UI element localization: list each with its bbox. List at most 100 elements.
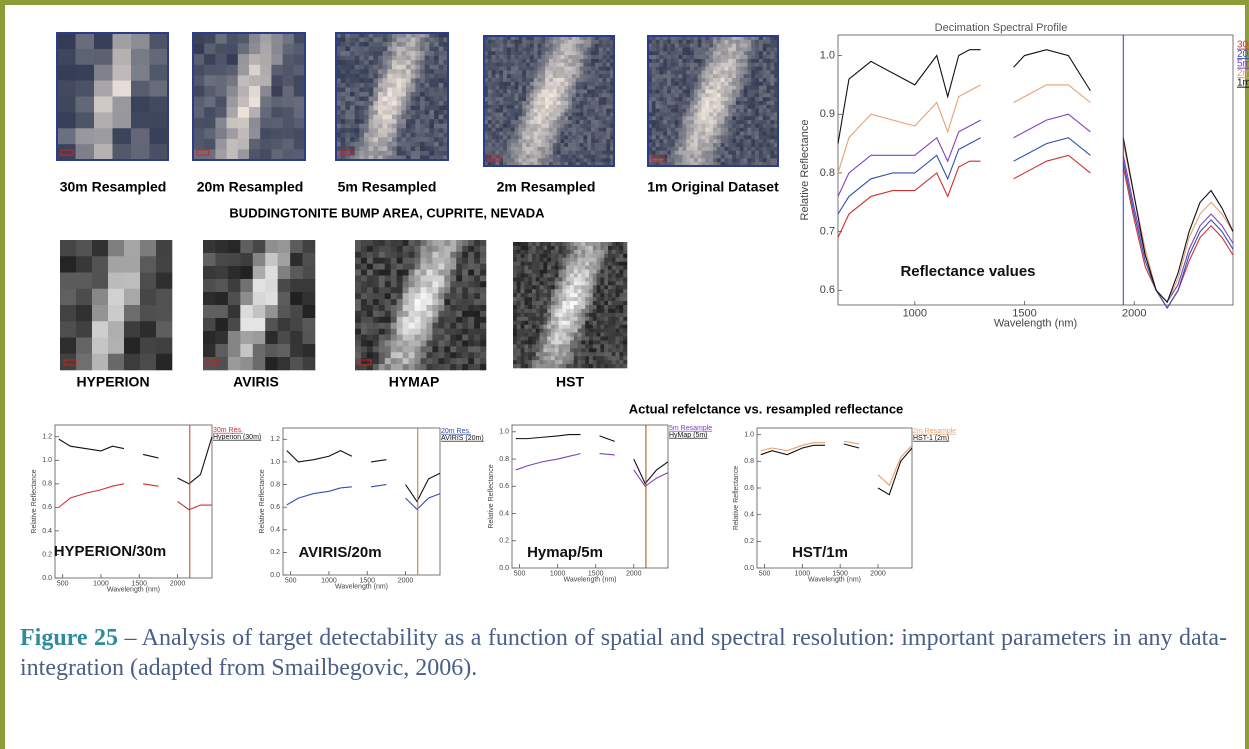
thumb-pixel bbox=[619, 340, 623, 344]
thumb-pixel bbox=[518, 86, 522, 90]
thumb-pixel bbox=[391, 311, 397, 317]
thumb-pixel bbox=[564, 105, 568, 109]
thumb-pixel bbox=[717, 128, 721, 132]
thumb-pixel bbox=[488, 44, 492, 48]
thumb-pixel bbox=[203, 253, 216, 266]
thumb-pixel bbox=[76, 81, 95, 97]
thumb-pixel bbox=[364, 97, 369, 102]
thumb-pixel bbox=[560, 78, 564, 82]
thumb-pixel bbox=[249, 86, 261, 97]
thumb-pixel bbox=[675, 93, 679, 97]
thumb-pixel bbox=[576, 78, 580, 82]
thumb-pixel bbox=[671, 124, 675, 128]
thumb-pixel bbox=[341, 142, 346, 147]
thumb-pixel bbox=[589, 325, 593, 329]
thumb-pixel bbox=[736, 47, 740, 51]
thumb-pixel bbox=[721, 128, 725, 132]
thumb-pixel bbox=[409, 299, 415, 305]
thumb-pixel bbox=[595, 47, 599, 51]
thumb-pixel bbox=[474, 275, 480, 281]
thumb-pixel bbox=[57, 112, 76, 128]
thumb-pixel bbox=[528, 297, 532, 301]
thumb-pixel bbox=[652, 86, 656, 90]
thumb-pixel bbox=[367, 299, 373, 305]
thumb-pixel bbox=[391, 329, 397, 335]
thumb-pixel bbox=[131, 81, 150, 97]
thumb-pixel bbox=[378, 151, 383, 156]
thumb-pixel bbox=[238, 75, 250, 86]
thumb-pixel bbox=[432, 346, 438, 352]
thumb-pixel bbox=[612, 325, 616, 329]
thumb-pixel bbox=[547, 274, 551, 278]
thumb-pixel bbox=[705, 67, 709, 71]
thumb-pixel bbox=[751, 78, 755, 82]
thumb-pixel bbox=[536, 254, 540, 258]
thumb-pixel bbox=[580, 158, 584, 162]
thumb-pixel bbox=[60, 321, 76, 338]
thumb-pixel bbox=[511, 55, 515, 59]
thumb-pixel bbox=[763, 112, 767, 116]
thumb-pixel bbox=[303, 266, 316, 279]
thumb-pixel bbox=[717, 151, 721, 155]
thumb-pixel bbox=[747, 63, 751, 67]
thumb-pixel bbox=[604, 301, 608, 305]
thumb-pixel bbox=[562, 313, 566, 317]
thumb-pixel bbox=[560, 132, 564, 136]
thumb-pixel bbox=[392, 78, 397, 83]
thumb-pixel bbox=[92, 321, 108, 338]
thumb-pixel bbox=[755, 78, 759, 82]
thumb-pixel bbox=[373, 101, 378, 106]
thumb-pixel bbox=[576, 51, 580, 55]
thumb-pixel bbox=[415, 151, 420, 156]
thumb-pixel bbox=[540, 250, 544, 254]
thumb-pixel bbox=[515, 93, 519, 97]
thumb-pixel bbox=[385, 252, 391, 258]
thumb-pixel bbox=[597, 277, 601, 281]
thumb-pixel bbox=[751, 44, 755, 48]
thumb-pixel bbox=[593, 348, 597, 352]
thumb-pixel bbox=[411, 151, 416, 156]
thumb-pixel bbox=[439, 110, 444, 115]
thumb-pixel bbox=[713, 109, 717, 113]
thumb-pixel bbox=[238, 128, 250, 139]
thumb-pixel bbox=[713, 116, 717, 120]
thumb-pixel bbox=[587, 132, 591, 136]
thumb-pixel bbox=[545, 132, 549, 136]
thumb-pixel bbox=[659, 132, 663, 136]
thumb-pixel bbox=[581, 254, 585, 258]
thumb-pixel bbox=[373, 246, 379, 252]
thumb-pixel bbox=[559, 262, 563, 266]
thumb-pixel bbox=[283, 44, 295, 55]
thumb-pixel bbox=[369, 65, 374, 70]
thumb-pixel bbox=[585, 360, 589, 364]
thumb-pixel bbox=[671, 147, 675, 151]
thumb-pixel bbox=[517, 321, 521, 325]
thumb-pixel bbox=[532, 340, 536, 344]
y-tick-label: 0.9 bbox=[820, 108, 835, 120]
thumb-pixel bbox=[543, 344, 547, 348]
thumb-pixel bbox=[732, 139, 736, 143]
thumb-pixel bbox=[740, 120, 744, 124]
thumb-pixel bbox=[587, 63, 591, 67]
thumb-pixel bbox=[659, 55, 663, 59]
thumb-pixel bbox=[616, 285, 620, 289]
thumb-pixel bbox=[566, 254, 570, 258]
thumb-pixel bbox=[530, 51, 534, 55]
thumb-pixel bbox=[415, 69, 420, 74]
thumb-pixel bbox=[667, 120, 671, 124]
thumb-pixel bbox=[383, 56, 388, 61]
thumb-pixel bbox=[249, 44, 261, 55]
thumb-pixel bbox=[140, 273, 156, 290]
thumb-pixel bbox=[682, 101, 686, 105]
thumb-pixel bbox=[587, 90, 591, 94]
thumb-pixel bbox=[526, 124, 530, 128]
thumb-pixel bbox=[619, 254, 623, 258]
thumb-pixel bbox=[355, 340, 361, 346]
thumb-pixel bbox=[663, 128, 667, 132]
thumb-pixel bbox=[524, 274, 528, 278]
thumb-pixel bbox=[709, 105, 713, 109]
thumb-pixel bbox=[751, 70, 755, 74]
thumb-pixel bbox=[438, 240, 444, 246]
thumb-pixel bbox=[549, 105, 553, 109]
thumb-pixel bbox=[616, 281, 620, 285]
